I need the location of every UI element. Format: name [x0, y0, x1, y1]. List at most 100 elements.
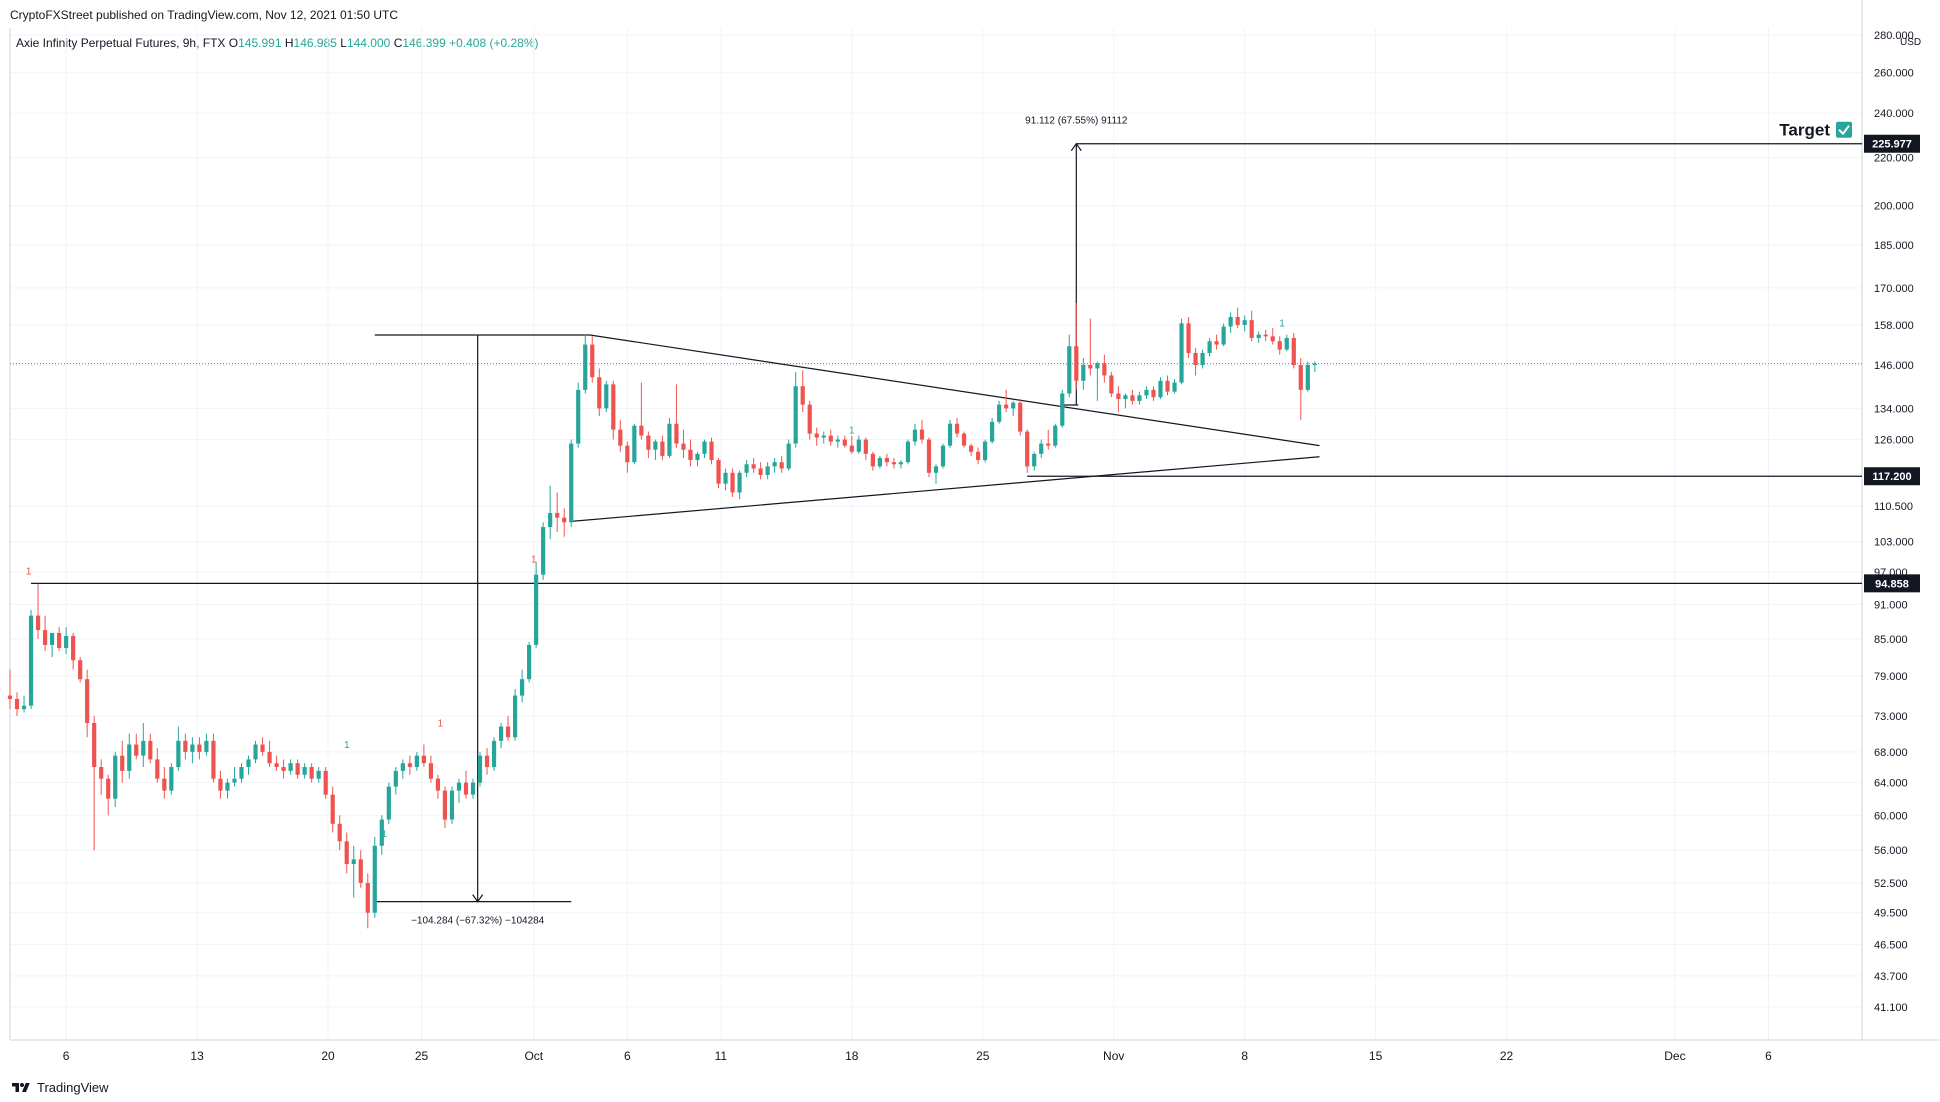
triangle-lower-trendline[interactable]: [571, 456, 1320, 522]
candle-body: [1060, 393, 1065, 426]
time-axis-tick-label: 13: [190, 1049, 204, 1063]
tradingview-brand[interactable]: TradingView: [10, 1080, 109, 1095]
candle-body: [646, 435, 651, 450]
time-axis-tick-label: 8: [1241, 1049, 1248, 1063]
candle-body: [162, 778, 167, 791]
candle-body: [92, 722, 97, 768]
time-axis-tick-label: Oct: [524, 1049, 543, 1063]
candle-body: [716, 460, 721, 484]
price-axis-label[interactable]: 94.858: [1864, 574, 1920, 593]
candles[interactable]: [7, 303, 1317, 929]
candle-body: [1165, 380, 1170, 392]
candle-body: [14, 698, 20, 710]
candle-body: [828, 435, 833, 442]
brand-label: TradingView: [37, 1080, 109, 1095]
price-axis-tick-label: 170.000: [1874, 283, 1914, 295]
candle-body: [800, 386, 805, 405]
candle-body: [421, 755, 426, 764]
candle-body: [835, 439, 840, 442]
candle-body: [786, 443, 791, 469]
candle-body: [1214, 341, 1219, 345]
candle-body: [372, 845, 377, 913]
published-header: CryptoFXStreet published on TradingView.…: [10, 8, 398, 22]
candle-body: [197, 744, 202, 752]
candle-body: [632, 425, 637, 463]
candle-body: [120, 755, 125, 771]
price-axis-tick-label: 103.000: [1874, 537, 1914, 549]
time-axis-tick-label: 15: [1369, 1049, 1383, 1063]
candle-body: [470, 782, 476, 795]
candle-body: [583, 344, 588, 390]
candle-body: [990, 421, 995, 442]
check-mark-icon: [1836, 121, 1852, 138]
candle-body: [42, 630, 48, 645]
time-axis-tick-label: Nov: [1103, 1049, 1124, 1063]
time-axis-tick-label: Dec: [1664, 1049, 1685, 1063]
price-axis[interactable]: 280.000 260.000 240.000 220.000 200.000 185.0…: [1874, 30, 1921, 1014]
candle-body: [1193, 352, 1198, 365]
candle-body: [127, 744, 132, 771]
candle-body: [534, 574, 539, 645]
candle-body: [218, 778, 223, 791]
candle-body: [926, 439, 932, 473]
candle-body: [281, 767, 286, 771]
candle-body: [688, 449, 693, 461]
candle-body: [78, 660, 83, 680]
candle-body: [365, 882, 370, 913]
grid: [10, 28, 1862, 1040]
candle-body: [1312, 363, 1317, 365]
candle-body: [1263, 334, 1268, 337]
candle-body: [611, 384, 616, 430]
candle-body: [49, 632, 55, 645]
candle-body: [414, 755, 419, 768]
time-axis[interactable]: 6 13 20 25 Oct 6 11 18 25 Nov 8 15 22 Dec 6: [63, 1049, 1772, 1063]
price-axis-unit: USD: [1900, 37, 1921, 48]
candle-body: [407, 763, 412, 768]
candle-body: [681, 443, 686, 450]
candle-body: [337, 823, 342, 842]
close-label: C: [393, 36, 403, 50]
candle-body: [639, 425, 644, 436]
candle-body: [134, 744, 139, 756]
candle-body: [968, 445, 974, 452]
candle-body: [1242, 320, 1247, 325]
candle-body: [1137, 395, 1142, 401]
price-axis-label[interactable]: 117.200: [1864, 467, 1920, 486]
low-label: L: [340, 36, 347, 50]
price-axis-label-text: 117.200: [1872, 471, 1911, 483]
price-axis-label-text: 225.977: [1872, 139, 1912, 151]
candle-body: [1298, 364, 1303, 390]
price-axis-label[interactable]: 225.977: [1864, 134, 1920, 153]
high-label: H: [284, 36, 294, 50]
price-axis-tick-label: 52.500: [1874, 878, 1908, 890]
candle-body: [190, 744, 195, 752]
triangle-upper-trendline[interactable]: [589, 334, 1320, 447]
candle-body: [674, 423, 679, 444]
candle-body: [1074, 346, 1079, 381]
candle-body: [1256, 334, 1261, 338]
candle-body: [351, 859, 356, 864]
price-axis-label-text: 94.858: [1875, 578, 1909, 590]
candle-body: [1102, 363, 1107, 376]
candle-body: [183, 740, 188, 752]
candle-body: [604, 384, 609, 409]
candle-body: [961, 433, 967, 446]
candle-body: [106, 778, 111, 799]
candle-body: [344, 841, 349, 864]
candle-body: [856, 439, 861, 452]
candle-body: [983, 441, 988, 461]
price-axis-tick-label: 110.500: [1874, 501, 1913, 513]
price-axis-tick-label: 56.000: [1874, 845, 1908, 857]
candle-body: [1144, 389, 1149, 396]
candle-body: [498, 726, 504, 741]
time-axis-tick-label: 22: [1500, 1049, 1514, 1063]
candle-body: [225, 782, 230, 791]
candle-body: [758, 468, 763, 475]
candle-body: [1095, 363, 1100, 369]
candle-body: [723, 472, 728, 484]
candle-body: [260, 744, 265, 752]
candle-body: [1011, 402, 1016, 409]
tradingview-logo-icon: [12, 1082, 30, 1092]
time-axis-tick-label: 11: [715, 1049, 728, 1063]
